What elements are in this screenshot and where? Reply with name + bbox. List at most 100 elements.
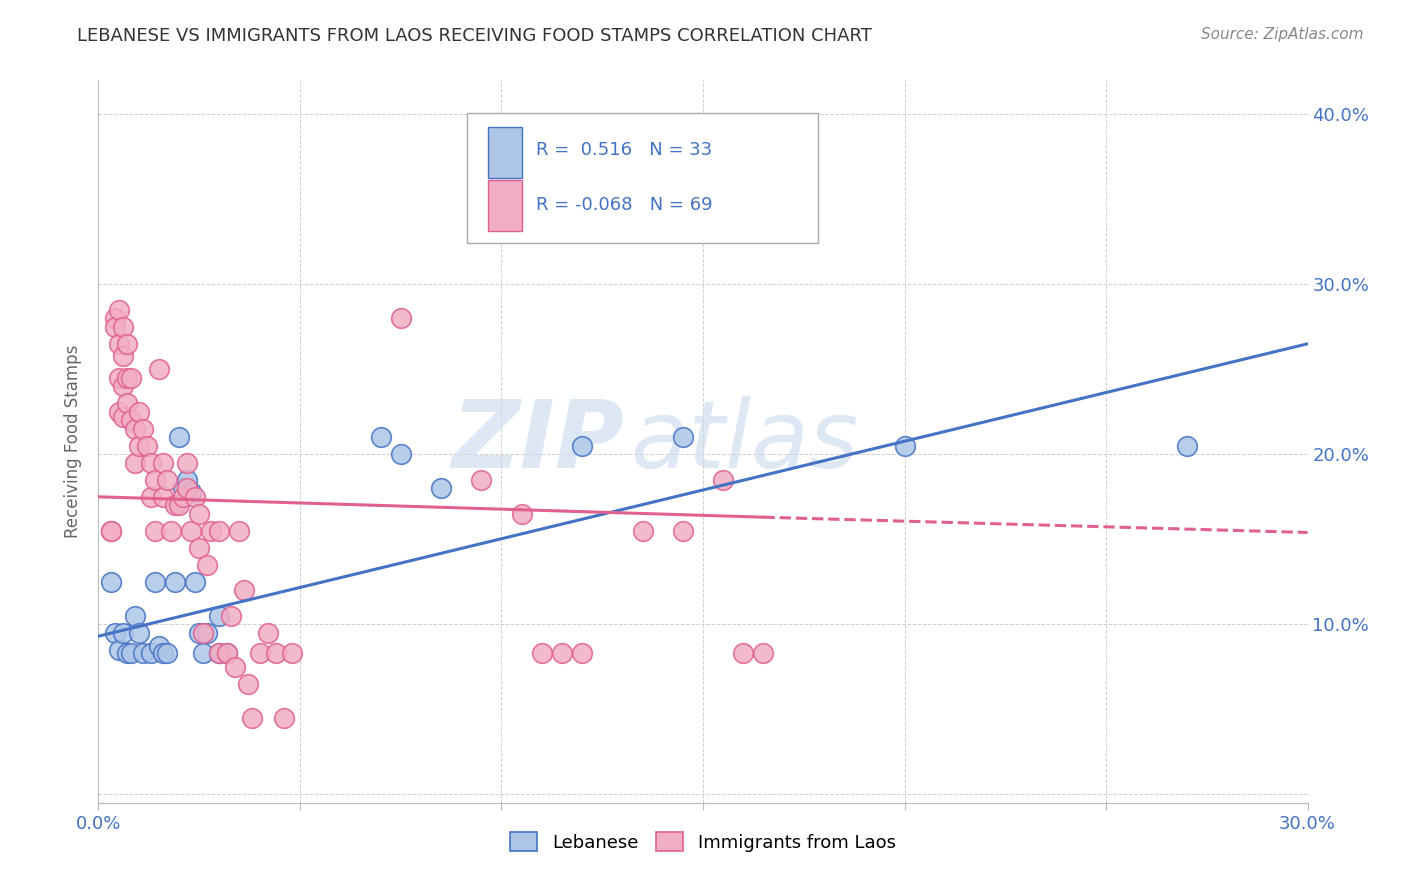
Point: [132, 422, 155, 436]
Point: [100, 524, 122, 538]
Text: Source: ZipAtlas.com: Source: ZipAtlas.com: [1201, 27, 1364, 42]
Point: [111, 379, 134, 393]
Point: [107, 302, 129, 317]
Point: [100, 524, 122, 538]
Point: [672, 524, 695, 538]
Point: [139, 490, 162, 504]
Point: [139, 456, 162, 470]
Point: [167, 430, 190, 444]
Point: [128, 405, 150, 419]
Point: [115, 371, 138, 385]
Point: [893, 439, 915, 453]
Point: [172, 481, 194, 495]
Point: [124, 608, 146, 623]
Point: [172, 490, 194, 504]
Text: LEBANESE VS IMMIGRANTS FROM LAOS RECEIVING FOOD STAMPS CORRELATION CHART: LEBANESE VS IMMIGRANTS FROM LAOS RECEIVI…: [77, 27, 872, 45]
Point: [510, 507, 533, 521]
Point: [124, 456, 146, 470]
Point: [184, 490, 207, 504]
Point: [107, 405, 129, 419]
Point: [107, 371, 129, 385]
Point: [180, 484, 202, 499]
Point: [152, 646, 174, 660]
Point: [195, 625, 218, 640]
Point: [264, 646, 287, 660]
Point: [733, 646, 755, 660]
Point: [236, 677, 259, 691]
Point: [120, 413, 142, 427]
Point: [224, 660, 246, 674]
Point: [176, 481, 198, 495]
Point: [135, 439, 157, 453]
Point: [124, 422, 146, 436]
Point: [571, 439, 593, 453]
Point: [180, 524, 202, 538]
Point: [152, 490, 174, 504]
Point: [156, 646, 179, 660]
Point: [111, 319, 134, 334]
Point: [176, 473, 198, 487]
Point: [163, 498, 186, 512]
Point: [143, 473, 166, 487]
Bar: [488, 128, 522, 178]
Point: [711, 473, 734, 487]
Point: [208, 524, 231, 538]
Point: [148, 640, 170, 654]
Point: [111, 409, 134, 424]
Point: [672, 430, 695, 444]
Point: [184, 574, 207, 589]
Point: [217, 646, 239, 660]
Point: [200, 524, 222, 538]
Point: [111, 349, 134, 363]
Point: [111, 625, 134, 640]
Point: [193, 646, 215, 660]
Point: [115, 646, 138, 660]
Point: [389, 311, 412, 326]
Point: [188, 625, 211, 640]
Point: [571, 646, 593, 660]
Point: [100, 574, 122, 589]
Point: [195, 558, 218, 572]
Point: [249, 646, 271, 660]
Point: [143, 524, 166, 538]
Point: [107, 642, 129, 657]
Bar: [488, 180, 522, 230]
Point: [470, 473, 492, 487]
Point: [103, 625, 125, 640]
FancyBboxPatch shape: [467, 112, 818, 243]
Point: [389, 447, 412, 461]
Point: [208, 646, 231, 660]
Point: [370, 430, 392, 444]
Point: [120, 371, 142, 385]
Point: [115, 336, 138, 351]
Point: [188, 541, 211, 555]
Point: [156, 473, 179, 487]
Point: [148, 362, 170, 376]
Text: R = -0.068   N = 69: R = -0.068 N = 69: [536, 195, 713, 213]
Point: [1175, 439, 1198, 453]
Point: [160, 524, 183, 538]
Point: [152, 456, 174, 470]
Point: [631, 524, 654, 538]
Point: [193, 625, 215, 640]
Point: [139, 646, 162, 660]
Point: [752, 646, 775, 660]
Point: [208, 646, 231, 660]
Point: [240, 711, 263, 725]
Point: [115, 396, 138, 410]
Point: [281, 646, 304, 660]
Point: [167, 498, 190, 512]
Text: ZIP: ZIP: [451, 395, 624, 488]
Point: [256, 625, 278, 640]
Point: [430, 481, 453, 495]
Point: [228, 524, 250, 538]
Point: [103, 319, 125, 334]
Point: [163, 574, 186, 589]
Point: [103, 311, 125, 326]
Point: [128, 625, 150, 640]
Text: R =  0.516   N = 33: R = 0.516 N = 33: [536, 141, 713, 160]
Point: [176, 456, 198, 470]
Point: [273, 711, 295, 725]
Legend: Lebanese, Immigrants from Laos: Lebanese, Immigrants from Laos: [503, 825, 903, 859]
Point: [208, 608, 231, 623]
